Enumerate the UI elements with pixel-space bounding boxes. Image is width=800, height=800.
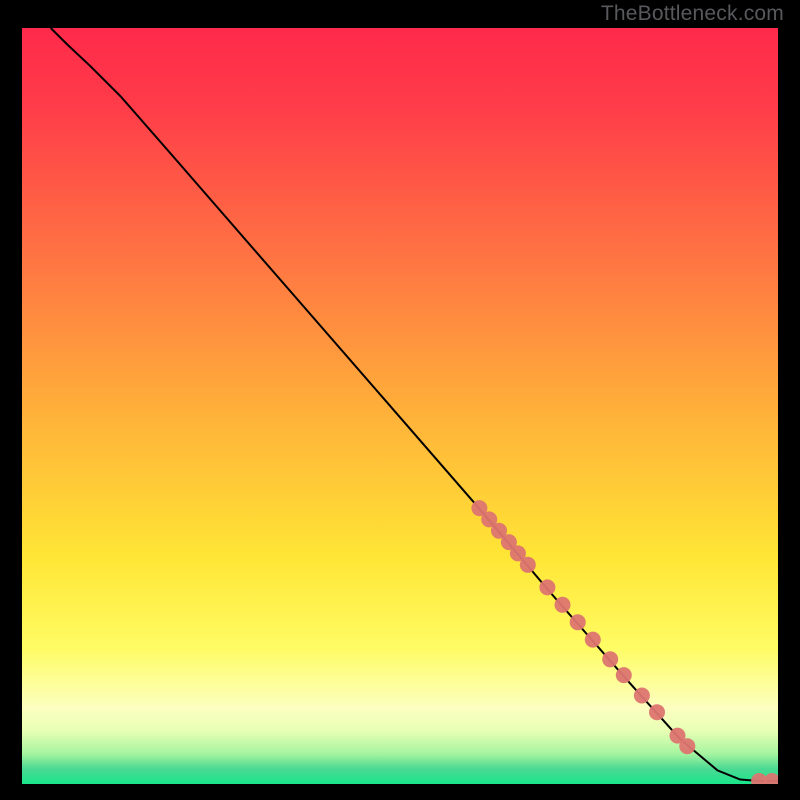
marker-dot xyxy=(585,632,601,648)
marker-dot xyxy=(634,688,650,704)
curve-path xyxy=(51,28,778,781)
marker-dot xyxy=(649,704,665,720)
chart-stage: TheBottleneck.com xyxy=(0,0,800,800)
marker-dot xyxy=(539,579,555,595)
marker-group xyxy=(471,500,778,784)
chart-svg xyxy=(22,28,778,784)
marker-dot xyxy=(616,667,632,683)
watermark-text: TheBottleneck.com xyxy=(601,2,784,26)
marker-dot xyxy=(679,738,695,754)
marker-dot xyxy=(764,773,778,784)
marker-dot xyxy=(520,557,536,573)
marker-dot xyxy=(570,614,586,630)
plot-area xyxy=(22,28,778,784)
marker-dot xyxy=(602,651,618,667)
marker-dot xyxy=(555,597,571,613)
